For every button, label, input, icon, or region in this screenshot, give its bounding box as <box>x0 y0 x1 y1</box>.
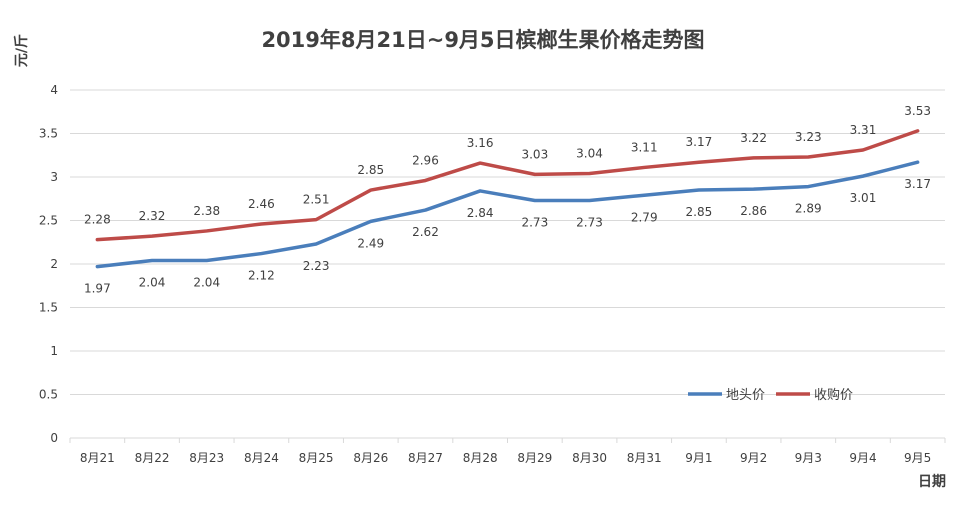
y-tick-label: 0.5 <box>39 388 58 402</box>
data-label: 2.04 <box>139 276 166 290</box>
data-label: 2.73 <box>576 215 603 229</box>
data-label: 3.17 <box>904 177 931 191</box>
legend-label: 地头价 <box>726 388 765 403</box>
data-label: 3.23 <box>795 130 822 144</box>
x-tick-label: 8月26 <box>353 451 388 465</box>
data-label: 2.38 <box>193 204 220 218</box>
data-label: 2.12 <box>248 269 275 283</box>
y-tick-label: 1 <box>50 344 58 358</box>
y-tick-label: 4 <box>50 83 58 97</box>
data-label: 3.16 <box>467 136 494 150</box>
y-tick-label: 1.5 <box>39 301 58 315</box>
data-label: 2.79 <box>631 210 658 224</box>
data-label: 2.73 <box>521 215 548 229</box>
x-tick-label: 9月2 <box>740 451 767 465</box>
data-label: 3.31 <box>850 123 877 137</box>
data-label: 2.51 <box>303 193 330 207</box>
x-tick-label: 9月5 <box>904 451 931 465</box>
legend-label: 收购价 <box>814 387 853 403</box>
x-axis-label: 日期 <box>918 474 946 490</box>
x-tick-label: 8月28 <box>463 451 498 465</box>
data-label: 2.84 <box>467 206 494 220</box>
x-tick-label: 8月29 <box>517 451 552 465</box>
y-tick-label: 2 <box>50 257 58 271</box>
chart-title: 2019年8月21日~9月5日槟榔生果价格走势图 <box>261 28 705 52</box>
series-line-1 <box>95 129 920 242</box>
data-label: 3.11 <box>631 140 658 154</box>
data-label: 2.89 <box>795 202 822 216</box>
y-tick-label: 3 <box>50 170 58 184</box>
x-tick-label: 9月1 <box>685 451 712 465</box>
data-label: 3.03 <box>521 147 548 161</box>
data-label: 2.62 <box>412 225 439 239</box>
data-label: 3.01 <box>850 191 877 205</box>
data-label: 3.22 <box>740 131 767 145</box>
data-label: 1.97 <box>84 282 111 296</box>
data-label: 3.04 <box>576 147 603 161</box>
x-tick-label: 8月25 <box>299 451 334 465</box>
data-label: 2.85 <box>357 163 384 177</box>
x-tick-label: 8月22 <box>135 451 170 465</box>
y-tick-label: 0 <box>50 431 58 445</box>
data-label: 2.46 <box>248 197 275 211</box>
data-label: 3.53 <box>904 104 931 118</box>
data-label: 2.86 <box>740 204 767 218</box>
x-tick-label: 8月31 <box>627 451 662 465</box>
data-label: 2.23 <box>303 259 330 273</box>
y-tick-label: 3.5 <box>39 127 58 141</box>
data-label: 2.96 <box>412 153 439 167</box>
x-tick-label: 8月21 <box>80 451 115 465</box>
x-tick-label: 9月4 <box>849 451 876 465</box>
data-label: 2.28 <box>84 213 111 227</box>
x-tick-label: 8月24 <box>244 451 279 465</box>
x-tick-label: 8月30 <box>572 451 607 465</box>
x-tick-label: 8月27 <box>408 451 443 465</box>
data-label: 3.17 <box>686 135 713 149</box>
data-label: 2.49 <box>357 236 384 250</box>
data-label: 2.04 <box>193 276 220 290</box>
series-line-0 <box>95 160 920 269</box>
data-label: 2.32 <box>139 209 166 223</box>
data-label: 2.85 <box>686 205 713 219</box>
x-tick-label: 9月3 <box>795 451 822 465</box>
x-tick-label: 8月23 <box>189 451 224 465</box>
y-tick-label: 2.5 <box>39 214 58 228</box>
